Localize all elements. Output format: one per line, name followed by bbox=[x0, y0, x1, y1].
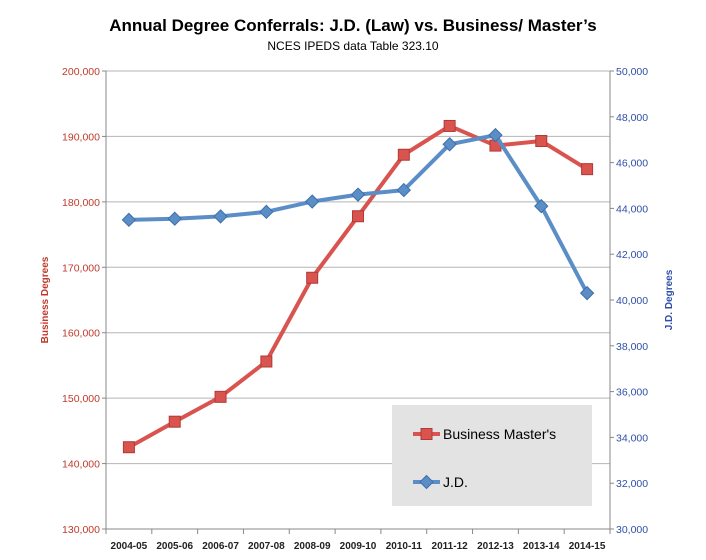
left-tick-label: 140,000 bbox=[62, 459, 100, 471]
x-tick-label: 2012-13 bbox=[477, 541, 514, 552]
series-point bbox=[420, 428, 433, 440]
right-tick-label: 32,000 bbox=[616, 478, 648, 490]
left-axis-ticks: 130,000 140,000 150,000 160,000 170,000 180,0… bbox=[62, 66, 106, 536]
right-tick-label: 34,000 bbox=[616, 432, 648, 444]
x-tick-label: 2013-14 bbox=[523, 541, 560, 552]
right-tick-label: 46,000 bbox=[616, 158, 648, 170]
series-point bbox=[442, 137, 457, 152]
series-point bbox=[213, 209, 228, 224]
legend: Business Master's J.D. bbox=[392, 405, 592, 506]
left-tick-label: 130,000 bbox=[62, 524, 100, 536]
x-tick-label: 2004-05 bbox=[111, 541, 148, 552]
series-square bbox=[122, 119, 594, 454]
left-tick-label: 200,000 bbox=[62, 66, 100, 78]
legend-label: Business Master's bbox=[443, 426, 556, 442]
series-point bbox=[214, 390, 227, 403]
right-tick-label: 50,000 bbox=[616, 66, 648, 78]
x-tick-label: 2014-15 bbox=[569, 541, 606, 552]
series-point bbox=[579, 285, 595, 301]
right-axis-ticks: 30,000 32,000 34,000 36,000 38,000 40,000 42,0… bbox=[610, 66, 648, 536]
x-tick-label: 2009-10 bbox=[340, 541, 377, 552]
series-point bbox=[350, 187, 366, 202]
x-tick-label: 2010-11 bbox=[386, 541, 423, 552]
series-point bbox=[260, 355, 273, 368]
series-point bbox=[397, 148, 410, 161]
right-tick-label: 38,000 bbox=[616, 341, 648, 353]
chart-title: Annual Degree Conferrals: J.D. (Law) vs.… bbox=[109, 16, 596, 35]
left-tick-label: 190,000 bbox=[62, 131, 100, 143]
series-point bbox=[443, 119, 456, 132]
x-axis-ticks: 2004-05 2005-06 2006-07 2007-08 2008-09 2009-… bbox=[111, 541, 606, 552]
x-tick-label: 2008-09 bbox=[294, 541, 331, 552]
right-tick-label: 44,000 bbox=[616, 203, 648, 215]
right-tick-label: 40,000 bbox=[616, 295, 648, 307]
left-tick-label: 150,000 bbox=[62, 393, 100, 405]
series-point bbox=[306, 271, 319, 284]
series-point bbox=[259, 204, 274, 220]
x-tick-label: 2007-08 bbox=[248, 541, 285, 552]
right-axis-label: J.D. Degrees bbox=[664, 269, 675, 330]
right-tick-label: 48,000 bbox=[616, 112, 648, 124]
left-tick-label: 170,000 bbox=[62, 262, 100, 274]
chart-subtitle: NCES IPEDS data Table 323.10 bbox=[267, 39, 439, 53]
series-point bbox=[168, 415, 181, 428]
series-point bbox=[304, 194, 320, 209]
series-point bbox=[581, 163, 594, 176]
series-diamond bbox=[121, 127, 595, 301]
right-tick-label: 30,000 bbox=[616, 524, 648, 536]
series-point bbox=[121, 212, 137, 228]
legend-box bbox=[392, 405, 592, 506]
left-tick-label: 180,000 bbox=[62, 197, 100, 209]
series-point bbox=[419, 474, 434, 490]
right-tick-label: 36,000 bbox=[616, 387, 648, 399]
series-point bbox=[122, 441, 135, 454]
legend-label: J.D. bbox=[443, 474, 468, 490]
left-axis-label: Business Degrees bbox=[40, 256, 51, 343]
series-layer bbox=[121, 119, 595, 454]
series-point bbox=[535, 135, 548, 148]
series-point bbox=[352, 210, 364, 223]
series-point bbox=[488, 127, 503, 143]
right-tick-label: 42,000 bbox=[616, 249, 648, 261]
series-point bbox=[534, 198, 549, 214]
series-point bbox=[396, 182, 412, 198]
x-tick-label: 2011-12 bbox=[432, 541, 469, 552]
x-tick-label: 2005-06 bbox=[156, 541, 193, 552]
left-tick-label: 160,000 bbox=[62, 328, 100, 340]
x-tick-label: 2006-07 bbox=[202, 541, 239, 552]
axes bbox=[105, 71, 611, 534]
series-point bbox=[167, 211, 182, 226]
